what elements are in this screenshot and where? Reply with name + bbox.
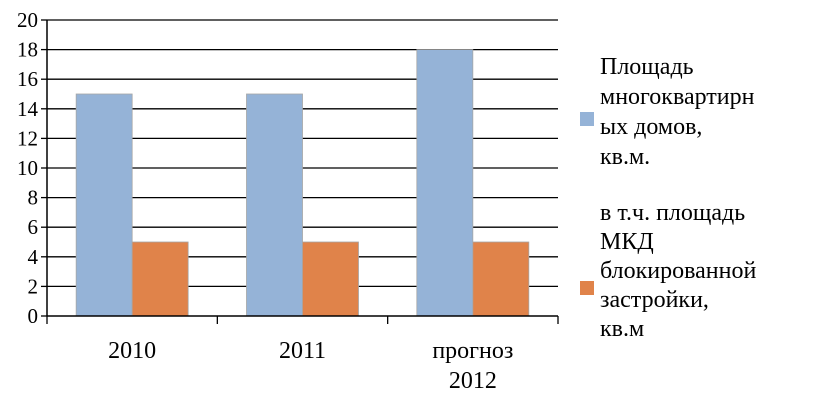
bar-series-1-1 xyxy=(246,93,303,317)
y-tick-label: 18 xyxy=(17,38,38,62)
y-tick-label: 10 xyxy=(17,156,38,180)
bar-series-1-2 xyxy=(416,49,474,317)
y-tick-label: 8 xyxy=(28,186,39,210)
bars xyxy=(75,49,530,317)
y-tick-label: 16 xyxy=(17,67,38,91)
legend-label-series-1: Площадь многоквартирн ых домов, кв.м. xyxy=(600,54,755,170)
legend-swatch-series-1 xyxy=(580,112,594,126)
y-tick-label: 4 xyxy=(28,245,39,269)
x-tick-label: 2011 xyxy=(279,338,326,364)
y-tick-label: 14 xyxy=(17,97,39,121)
x-tick-label: 2010 xyxy=(108,338,156,364)
x-tick-labels: 2010 2011 прогноз 2012 xyxy=(108,338,513,394)
bar-series-1-0 xyxy=(75,93,133,317)
y-tick-labels: 0 2 4 6 8 10 12 14 16 18 20 xyxy=(17,8,47,328)
y-tick-label: 20 xyxy=(17,8,38,32)
y-tick-label: 2 xyxy=(28,274,39,298)
bar-series-2-0 xyxy=(131,241,189,317)
x-tick-label: прогноз 2012 xyxy=(432,338,513,394)
y-tick-label: 0 xyxy=(28,304,39,328)
y-tick-label: 12 xyxy=(17,126,38,150)
bar-series-2-1 xyxy=(302,241,359,317)
legend-label-series-2: в т.ч. площадь МКД блокированной застрой… xyxy=(600,200,757,342)
legend-swatch-series-2 xyxy=(580,281,594,295)
y-tick-label: 6 xyxy=(28,215,39,239)
bar-series-2-2 xyxy=(472,241,530,317)
